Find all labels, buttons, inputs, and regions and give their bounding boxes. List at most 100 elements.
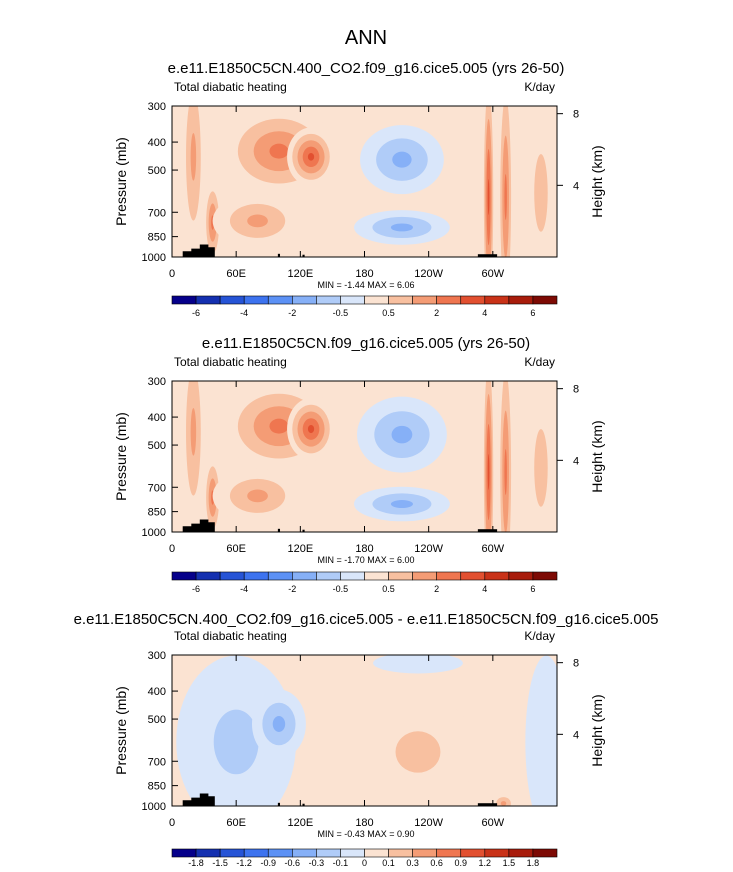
chart-title: e.e11.E1850C5CN.400_CO2.f09_g16.cice5.00… (168, 60, 565, 77)
colorbar-label: 2 (434, 308, 439, 318)
colorbar-label: 0.6 (430, 858, 443, 868)
colorbar-label: -1.8 (188, 858, 204, 868)
colorbar-swatch (508, 295, 534, 305)
min-max-label: MIN = -0.43 MAX = 0.90 (317, 829, 414, 839)
height-axis-label: Height (km) (589, 145, 605, 217)
colorbar-swatch (532, 571, 558, 581)
x-tick-label: 120W (414, 817, 443, 829)
contour-feature (190, 132, 197, 181)
contour-feature (392, 151, 412, 168)
contour-feature (525, 655, 557, 806)
chart-subtitle-units: K/day (524, 80, 555, 94)
contour-feature (269, 143, 289, 159)
x-tick-label: 120E (287, 543, 313, 555)
chart-panel-3: e.e11.E1850C5CN.400_CO2.f09_g16.cice5.00… (74, 611, 659, 868)
colorbar-label: -0.5 (333, 584, 349, 594)
x-tick-label: 60E (226, 817, 246, 829)
colorbar-swatch (340, 848, 365, 858)
contour-feature (504, 449, 507, 496)
colorbar-swatch (292, 848, 317, 858)
height-axis-label: Height (km) (589, 694, 605, 766)
x-tick-label: 0 (169, 268, 175, 280)
plot-area (172, 381, 557, 532)
contour-feature (190, 407, 197, 456)
colorbar: -6 -4 -2 -0.5 0.5 2 4 6 (171, 295, 558, 318)
main-title: ANN (345, 27, 387, 49)
chart-title: e.e11.E1850C5CN.400_CO2.f09_g16.cice5.00… (74, 611, 659, 628)
colorbar-swatch (171, 295, 197, 305)
colorbar-swatch (316, 848, 341, 858)
colorbar-swatch (267, 295, 293, 305)
contour-feature (307, 424, 315, 434)
contour-feature (373, 655, 463, 674)
colorbar: -1.8 -1.5 -1.2 -0.9 -0.6 -0.3 -0.1 0 0.1 0.3 0.6 0.… (171, 848, 558, 868)
colorbar-swatch (340, 295, 365, 305)
colorbar-swatch (292, 295, 317, 305)
contour-feature (247, 489, 268, 503)
x-tick-label: 120W (414, 543, 443, 555)
colorbar-swatch (171, 848, 197, 858)
colorbar-label: -0.9 (260, 858, 276, 868)
chart-subtitle-left: Total diabatic heating (174, 629, 287, 643)
chart-subtitle-left: Total diabatic heating (174, 355, 287, 369)
colorbar-swatch (460, 295, 486, 305)
colorbar-label: 0.3 (406, 858, 419, 868)
y-tick-label: 300 (148, 650, 166, 662)
colorbar-label: 0.5 (382, 308, 395, 318)
x-tick-label: 180 (355, 268, 373, 280)
x-tick-label: 180 (355, 817, 373, 829)
y-tick-label: 300 (148, 101, 166, 113)
y-tick-label: 850 (148, 507, 166, 519)
y-axis-label: Pressure (mb) (113, 412, 129, 501)
topography (277, 528, 281, 532)
contour-feature (390, 500, 413, 508)
height-tick-label: 4 (573, 180, 579, 192)
colorbar-label: -0.6 (285, 858, 301, 868)
topography (302, 803, 305, 806)
contour-feature (269, 418, 289, 434)
contour-feature (534, 154, 548, 232)
contour-feature (534, 429, 548, 507)
y-tick-label: 400 (148, 412, 166, 424)
colorbar-label: 4 (482, 584, 487, 594)
colorbar-swatch (340, 571, 365, 581)
colorbar-swatch (460, 571, 486, 581)
colorbar-swatch (484, 295, 510, 305)
colorbar-label: 6 (530, 584, 535, 594)
height-axis-label: Height (km) (589, 420, 605, 492)
topography (302, 529, 305, 532)
y-tick-label: 500 (148, 440, 166, 452)
colorbar-swatch (388, 571, 413, 581)
chart-title: e.e11.E1850C5CN.f09_g16.cice5.005 (yrs 2… (202, 335, 530, 352)
colorbar-swatch (460, 848, 486, 858)
contour-feature (504, 174, 507, 221)
colorbar-swatch (484, 848, 510, 858)
colorbar-label: -1.5 (212, 858, 228, 868)
contour-feature (391, 425, 413, 444)
topography (477, 254, 498, 257)
colorbar-label: 1.2 (479, 858, 492, 868)
colorbar-swatch (436, 848, 462, 858)
colorbar-label: 2 (434, 584, 439, 594)
colorbar-label: -0.5 (333, 308, 349, 318)
chart-panel-1: e.e11.E1850C5CN.400_CO2.f09_g16.cice5.00… (113, 60, 605, 318)
y-axis-label: Pressure (mb) (113, 137, 129, 226)
colorbar-swatch (219, 295, 245, 305)
chart-subtitle-left: Total diabatic heating (174, 80, 287, 94)
y-tick-label: 300 (148, 376, 166, 388)
colorbar-label: 1.5 (503, 858, 516, 868)
colorbar-label: 0.9 (454, 858, 467, 868)
topography (477, 529, 498, 532)
y-tick-label: 700 (148, 756, 166, 768)
x-tick-label: 120E (287, 817, 313, 829)
height-tick-label: 4 (573, 729, 579, 741)
x-tick-label: 60E (226, 268, 246, 280)
colorbar-label: -6 (192, 308, 200, 318)
colorbar-swatch (364, 295, 389, 305)
colorbar-swatch (436, 571, 462, 581)
height-tick-label: 8 (573, 384, 579, 396)
chart-panel-2: e.e11.E1850C5CN.f09_g16.cice5.005 (yrs 2… (113, 335, 605, 594)
colorbar-swatch (316, 295, 341, 305)
colorbar-swatch (267, 571, 293, 581)
